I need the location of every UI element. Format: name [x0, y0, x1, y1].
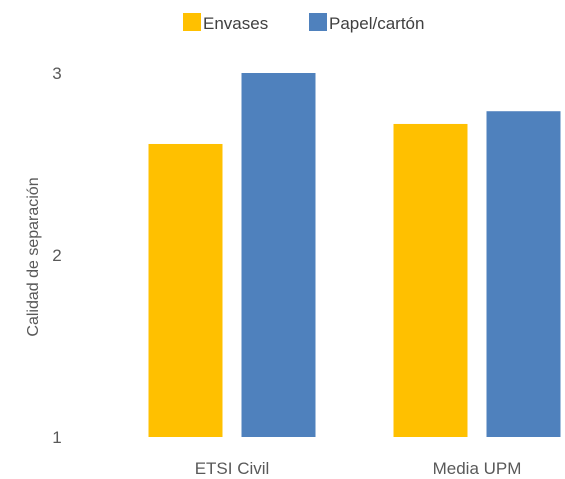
legend: Envases Papel/cartón	[183, 13, 424, 33]
y-axis-ticks: 1 2 3	[52, 64, 61, 447]
y-tick-label: 1	[52, 428, 61, 447]
y-tick-label: 2	[52, 246, 61, 265]
y-axis-title: Calidad de separación	[25, 177, 42, 336]
bar-papel-cart-n-1	[486, 111, 561, 437]
y-tick-label: 3	[52, 64, 61, 83]
bar-envases-0	[148, 143, 223, 438]
x-category-label: Media UPM	[433, 459, 522, 478]
x-category-label: ETSI Civil	[195, 459, 270, 478]
legend-label: Papel/cartón	[329, 14, 424, 33]
legend-swatch	[309, 13, 327, 31]
bars	[148, 73, 561, 438]
bar-envases-1	[393, 123, 468, 438]
legend-label: Envases	[203, 14, 268, 33]
legend-swatch	[183, 13, 201, 31]
x-axis-labels: ETSI Civil Media UPM	[195, 459, 522, 478]
bar-papel-cart-n-0	[241, 73, 316, 437]
